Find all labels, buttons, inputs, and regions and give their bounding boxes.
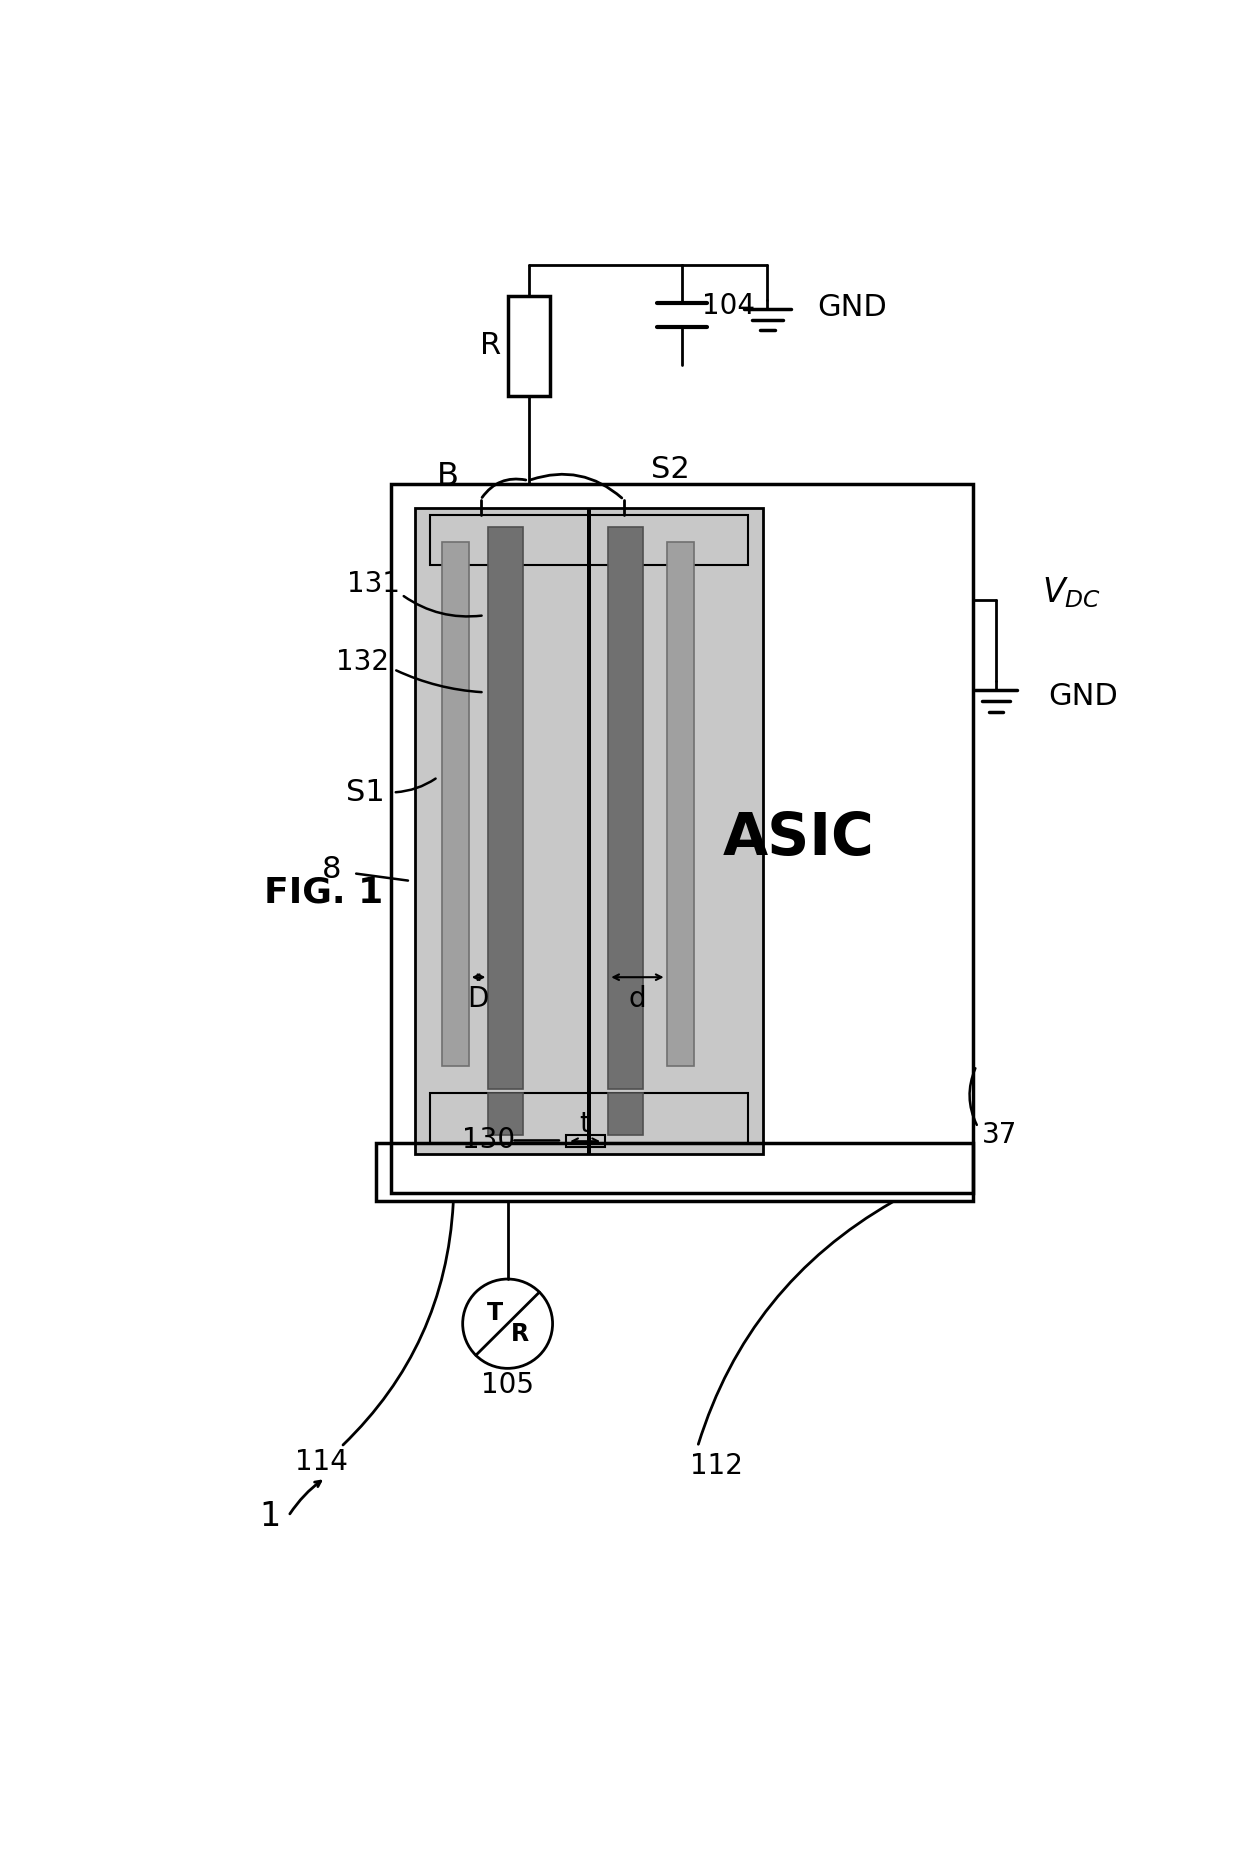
Bar — [507, 295, 551, 395]
Text: 1: 1 — [259, 1499, 280, 1532]
Text: 104: 104 — [702, 291, 755, 319]
Text: 105: 105 — [481, 1371, 534, 1399]
Bar — [430, 1093, 748, 1143]
Text: 114: 114 — [295, 1449, 348, 1477]
Bar — [441, 542, 469, 1067]
Text: ASIC: ASIC — [723, 811, 874, 866]
Text: d: d — [629, 985, 646, 1013]
Text: t: t — [579, 1111, 590, 1139]
Text: GND: GND — [817, 293, 888, 321]
Text: R: R — [511, 1323, 529, 1347]
Text: 8: 8 — [322, 855, 341, 883]
Text: B: B — [436, 462, 459, 492]
Bar — [565, 1135, 605, 1146]
Text: GND: GND — [1049, 681, 1118, 710]
Bar — [489, 527, 523, 1089]
Text: 112: 112 — [691, 1452, 743, 1480]
Text: R: R — [480, 332, 501, 360]
Text: FIG. 1: FIG. 1 — [263, 876, 383, 909]
Text: 37: 37 — [982, 1120, 1018, 1148]
Bar — [392, 484, 972, 1193]
Bar — [430, 516, 748, 566]
Bar — [489, 1093, 523, 1135]
Bar — [414, 508, 764, 1154]
Text: $V_{DC}$: $V_{DC}$ — [1043, 575, 1101, 610]
Bar — [376, 1143, 972, 1200]
Text: 130: 130 — [461, 1126, 515, 1154]
Text: S2: S2 — [651, 454, 689, 484]
Bar — [609, 1093, 644, 1135]
Text: D: D — [467, 985, 489, 1013]
Text: T: T — [487, 1300, 503, 1324]
Bar — [587, 508, 591, 1154]
Bar — [609, 527, 644, 1089]
Text: 132: 132 — [336, 647, 389, 675]
Text: 131: 131 — [347, 571, 401, 599]
Bar — [667, 542, 693, 1067]
Text: S1: S1 — [346, 777, 386, 807]
